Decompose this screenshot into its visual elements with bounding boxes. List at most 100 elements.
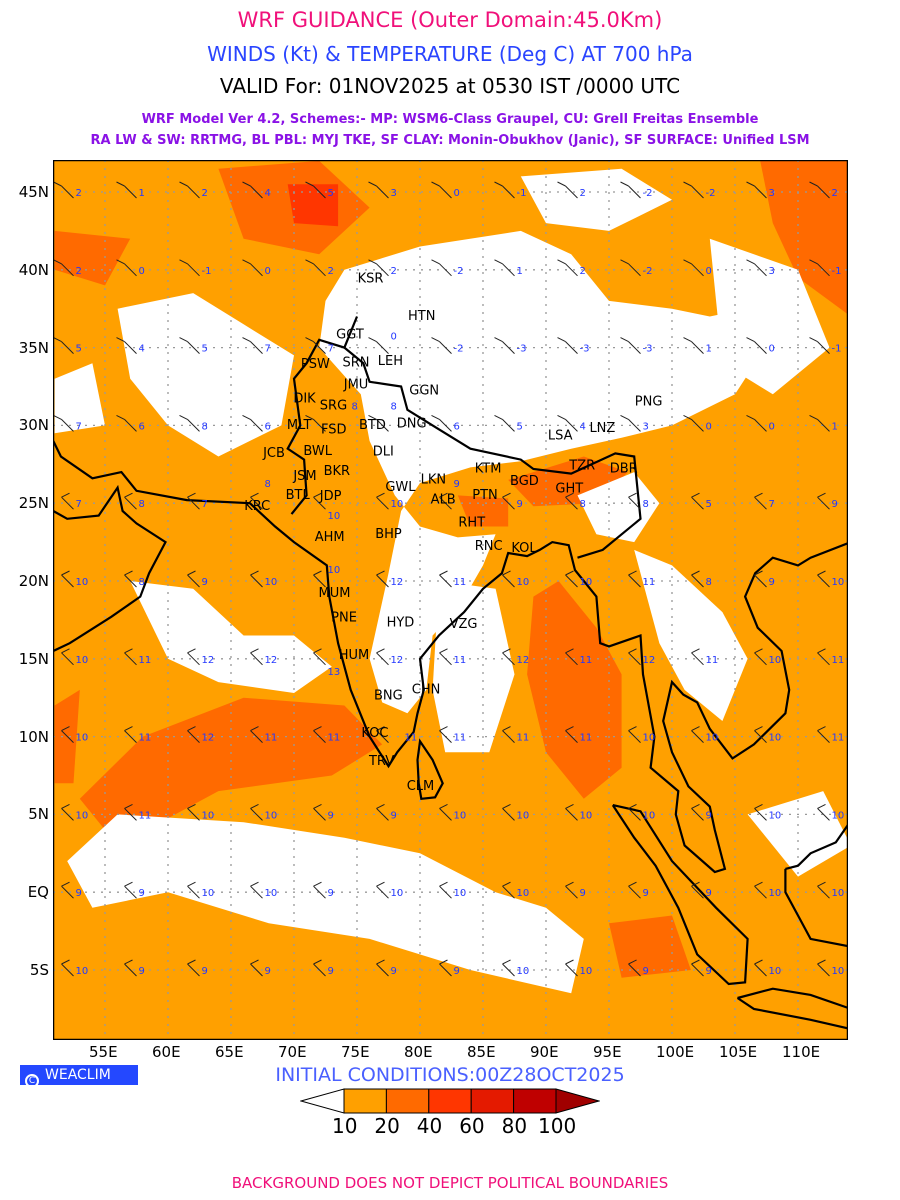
wind-barb (124, 808, 137, 821)
valid-time: VALID For: 01NOV2025 at 0530 IST /0000 U… (219, 74, 681, 98)
wind-barb (817, 419, 830, 432)
lon-label: 65E (215, 1043, 244, 1061)
wind-barb (754, 419, 767, 432)
temperature-shading-below-10 (117, 293, 294, 457)
temperature-value: -3 (580, 344, 590, 355)
wind-barb-feather (754, 803, 763, 809)
wind-barb (439, 885, 452, 899)
temperature-shading-below-10 (130, 581, 332, 693)
city-label: JCB (262, 446, 285, 461)
wind-barb (817, 496, 830, 510)
wind-barb-feather (565, 959, 574, 965)
temperature-value: 1 (517, 266, 523, 277)
lon-label: 95E (593, 1043, 622, 1061)
wind-barb (313, 808, 326, 821)
badge-text: WEACLIM (45, 1067, 111, 1083)
wind-barb (754, 185, 767, 199)
lat-label: 10N (18, 727, 49, 746)
wind-barb-feather (179, 181, 188, 187)
wind-barb (817, 808, 830, 821)
temperature-value: 8 (139, 577, 145, 588)
city-label: BNG (374, 689, 403, 704)
wind-barb (313, 885, 326, 899)
temperature-value: 5 (517, 421, 523, 432)
city-label: SRN (342, 356, 369, 371)
wind-barb (187, 263, 200, 277)
wind-barb (817, 574, 830, 588)
temperature-value: 10 (265, 577, 278, 588)
wind-barb (502, 963, 515, 977)
wind-barb (124, 574, 137, 588)
wind-barb (439, 730, 452, 743)
temperature-shading-20-40 (609, 915, 691, 978)
wind-barb-feather (250, 959, 259, 965)
lon-label: 75E (341, 1043, 370, 1061)
temperature-value: 9 (139, 966, 145, 977)
wind-barb-feather (313, 881, 322, 887)
city-label: KSR (358, 272, 384, 287)
temperature-value: 3 (769, 188, 775, 199)
city-label: KTM (475, 461, 502, 476)
wind-barb (502, 808, 515, 821)
city-label: LEH (378, 354, 403, 369)
legend-swatch (385, 1088, 430, 1114)
wind-barb-feather (565, 803, 574, 809)
wind-barb-feather (187, 726, 196, 732)
wind-barb (502, 419, 515, 432)
wind-barb-feather (628, 881, 637, 887)
wind-barb (313, 419, 326, 432)
wind-barb (376, 496, 389, 510)
wind-barb (61, 808, 74, 821)
legend-level-label: 80 (501, 1114, 528, 1138)
wind-barb-feather (746, 259, 755, 265)
wind-barb (502, 652, 515, 666)
wind-barb (376, 730, 389, 743)
wind-barb-feather (242, 414, 251, 420)
temperature-value: 9 (328, 888, 334, 899)
temperature-value: 11 (580, 733, 593, 744)
wind-barb-feather (754, 570, 763, 576)
wind-barb (187, 419, 200, 432)
wind-barb (502, 341, 515, 354)
temperature-value: 7 (265, 344, 271, 355)
wind-barb-feather (628, 492, 637, 498)
wind-barb (376, 652, 389, 666)
wind-barb-feather (61, 959, 70, 965)
wind-barb-feather (502, 726, 511, 732)
city-label: BHP (375, 527, 402, 542)
wind-barb-feather (439, 881, 448, 887)
wind-barb-feather (376, 803, 385, 809)
wind-barb (817, 185, 830, 199)
temperature-value: 9 (643, 888, 649, 899)
temperature-value: -2 (643, 188, 653, 199)
wind-barb (691, 885, 704, 899)
wind-barb (187, 730, 200, 743)
wind-barb-feather (817, 726, 826, 732)
wind-barb (313, 263, 326, 277)
temperature-value: 4 (139, 344, 145, 355)
wind-barb-feather (557, 337, 566, 343)
temperature-value: 8 (352, 401, 358, 412)
wind-barb (187, 341, 200, 354)
temperature-value: 1 (139, 188, 145, 199)
temperature-value: 11 (139, 733, 152, 744)
temperature-value: 10 (769, 966, 782, 977)
coastline (53, 440, 848, 874)
wind-barb-feather (313, 570, 322, 576)
lat-label: EQ (27, 883, 49, 902)
wind-barb (754, 496, 767, 510)
coastline (736, 987, 848, 1030)
city-label: BGD (510, 474, 539, 489)
temperature-value: 10 (769, 655, 782, 666)
wind-barb (124, 419, 137, 432)
wind-barb-feather (313, 959, 322, 965)
model-info-line2: RA LW & SW: RRTMG, BL PBL: MYJ TKE, SF C… (90, 133, 810, 148)
wind-barb-feather (53, 259, 62, 265)
temperature-value: 4 (265, 188, 271, 199)
wind-barb-feather (817, 881, 826, 887)
temperature-value: 9 (202, 577, 208, 588)
temperature-value: 0 (706, 421, 712, 432)
lon-label: 90E (530, 1043, 559, 1061)
temperature-value: 10 (769, 888, 782, 899)
temperature-value: 10 (832, 577, 845, 588)
